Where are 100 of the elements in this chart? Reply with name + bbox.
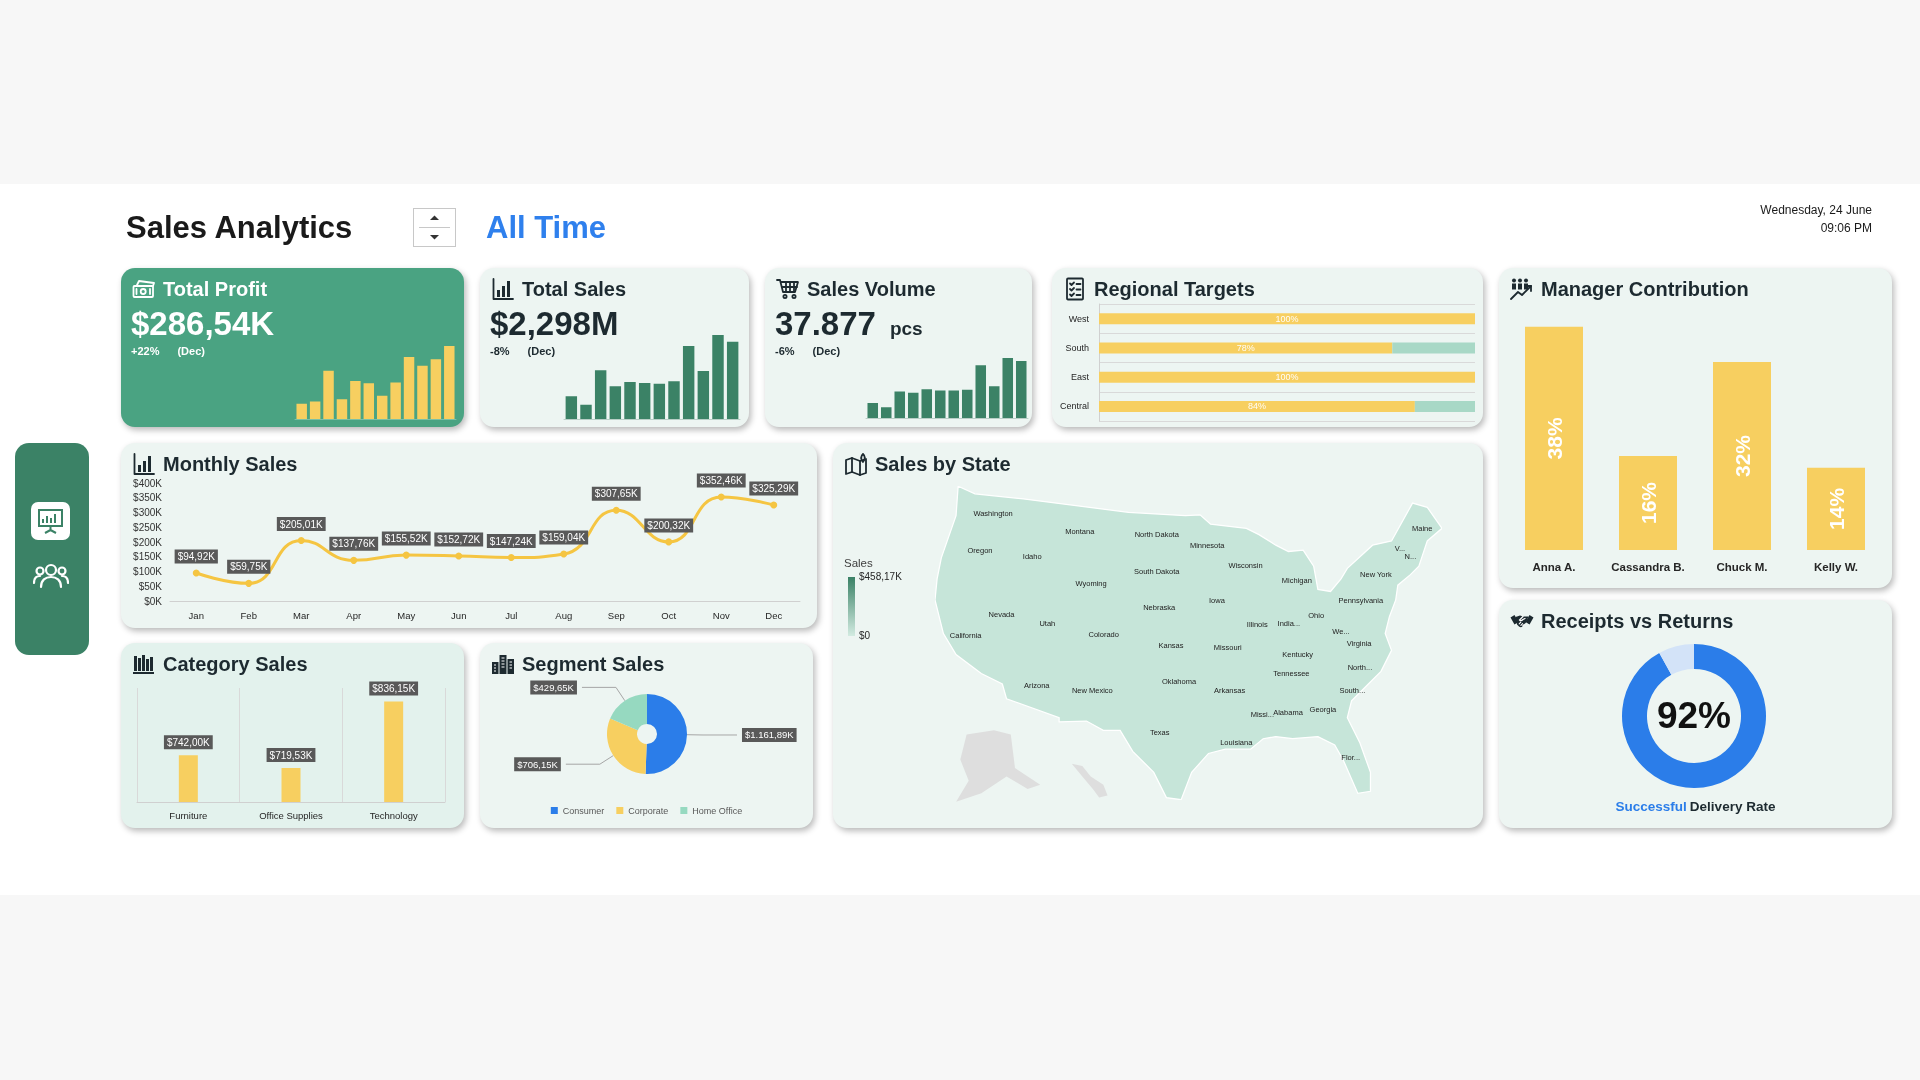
- bar: [712, 335, 724, 419]
- text: Successful: [1615, 799, 1687, 814]
- x-tick-label: Cassandra B.: [1611, 561, 1685, 573]
- chart-title: Manager Contribution: [1541, 277, 1749, 301]
- text: All Time: [486, 210, 607, 246]
- y-tick-label: $100K: [133, 566, 163, 577]
- data-label: $1.161,89K: [744, 729, 795, 741]
- x-tick-label: Technology: [369, 809, 418, 821]
- bar: [350, 381, 361, 419]
- text: pcs: [889, 318, 923, 340]
- x-tick-label: Jul: [505, 609, 518, 621]
- bar: [961, 389, 973, 418]
- text: (Dec): [527, 345, 556, 357]
- x-tick-label: Nov: [712, 609, 730, 621]
- text: Sales by State: [875, 452, 1011, 476]
- data-label: 38%: [1542, 417, 1566, 460]
- text: (Dec): [812, 345, 841, 357]
- bar: [296, 403, 307, 419]
- data-label: 100%: [1275, 372, 1299, 383]
- x-tick-label: Dec: [765, 609, 783, 621]
- x-tick-label: Chuck M.: [1716, 561, 1768, 573]
- chart-title: Monthly Sales: [163, 452, 298, 476]
- bar: [921, 389, 933, 418]
- bar: [894, 391, 906, 418]
- chart-subtitle: $286,54K: [131, 304, 275, 344]
- bar: [726, 341, 739, 419]
- data-label: $137,76K: [332, 538, 376, 550]
- chart-title: Total Profit: [163, 277, 268, 301]
- data-label: $59,75K: [230, 561, 268, 573]
- data-label: 32%: [1730, 434, 1754, 478]
- text: Wednesday, 24 June: [1760, 203, 1872, 217]
- bar: [638, 382, 651, 419]
- bar: [609, 386, 622, 419]
- x-tick-label: May: [397, 609, 416, 621]
- text: Delivery Rate: [1689, 799, 1776, 814]
- bar: [1015, 361, 1027, 418]
- point: [770, 501, 778, 509]
- text: (Dec): [177, 345, 205, 357]
- data-label: $429,65K: [533, 681, 575, 693]
- data-label: 16%: [1636, 481, 1660, 525]
- data-label: $836,15K: [372, 683, 416, 695]
- chart-subtitle: 37.877: [775, 304, 876, 344]
- chart-title: Receipts vs Returns: [1541, 609, 1734, 633]
- bar: [948, 390, 960, 418]
- y-tick-label: $350K: [133, 492, 163, 504]
- bar: [624, 382, 636, 419]
- x-tick-label: Kelly W.: [1813, 561, 1859, 573]
- point: [665, 538, 673, 546]
- color-bar-title: Sales: [844, 557, 873, 569]
- point: [402, 551, 410, 559]
- data-label: $352,46K: [699, 475, 743, 487]
- point: [350, 556, 358, 564]
- bar: [1619, 456, 1677, 550]
- text: Sales Analytics: [126, 210, 353, 246]
- y-tick-label: $400K: [133, 477, 163, 489]
- bar: [363, 383, 375, 419]
- bar: [988, 386, 1000, 418]
- data-label: $325,29K: [752, 483, 796, 495]
- chart-title: Category Sales: [163, 652, 308, 676]
- point: [560, 550, 568, 558]
- text: -6%: [775, 345, 795, 357]
- bar: [867, 403, 879, 418]
- bar: [934, 390, 946, 418]
- data-label: $155,52K: [384, 533, 428, 545]
- data-label: 14%: [1824, 487, 1848, 530]
- x-tick-label: Mar: [293, 609, 310, 621]
- bar: [1713, 362, 1771, 550]
- bar: [430, 359, 442, 419]
- x-tick-label: Apr: [346, 609, 362, 621]
- x-tick-label: Furniture: [169, 809, 208, 821]
- x-tick-label: Aug: [555, 609, 573, 621]
- y-tick-label: $150K: [133, 551, 163, 563]
- legend-label: Corporate: [628, 805, 669, 816]
- bar: [323, 370, 334, 419]
- bar: [594, 370, 607, 419]
- bar: [668, 381, 680, 419]
- y-tick-label: Central: [1059, 401, 1089, 412]
- bar: [580, 404, 592, 419]
- data-label: $706,15K: [517, 758, 559, 770]
- bar: [697, 371, 710, 419]
- chart-title: Regional Targets: [1094, 277, 1255, 301]
- data-label: 100%: [1275, 313, 1299, 324]
- bar: [376, 395, 388, 419]
- bar: [309, 401, 321, 419]
- data-label: $742,00K: [166, 736, 211, 748]
- x-tick-label: Jun: [451, 609, 467, 621]
- bar: [682, 345, 695, 419]
- y-tick-label: $250K: [133, 521, 163, 533]
- text: 09:06 PM: [1820, 221, 1872, 235]
- x-tick-label: Office Supplies: [259, 809, 324, 821]
- data-label: $94,92K: [177, 551, 216, 562]
- legend-label: Home Office: [692, 805, 743, 816]
- data-label: $200,32K: [647, 519, 691, 531]
- chart-title: Total Sales: [522, 277, 627, 301]
- x-tick-label: Sep: [607, 609, 625, 621]
- bar: [1807, 467, 1865, 550]
- bar: [880, 407, 892, 418]
- y-tick-label: $0K: [144, 595, 163, 607]
- text: $0: [859, 630, 871, 641]
- data-label: $205,01K: [279, 518, 323, 530]
